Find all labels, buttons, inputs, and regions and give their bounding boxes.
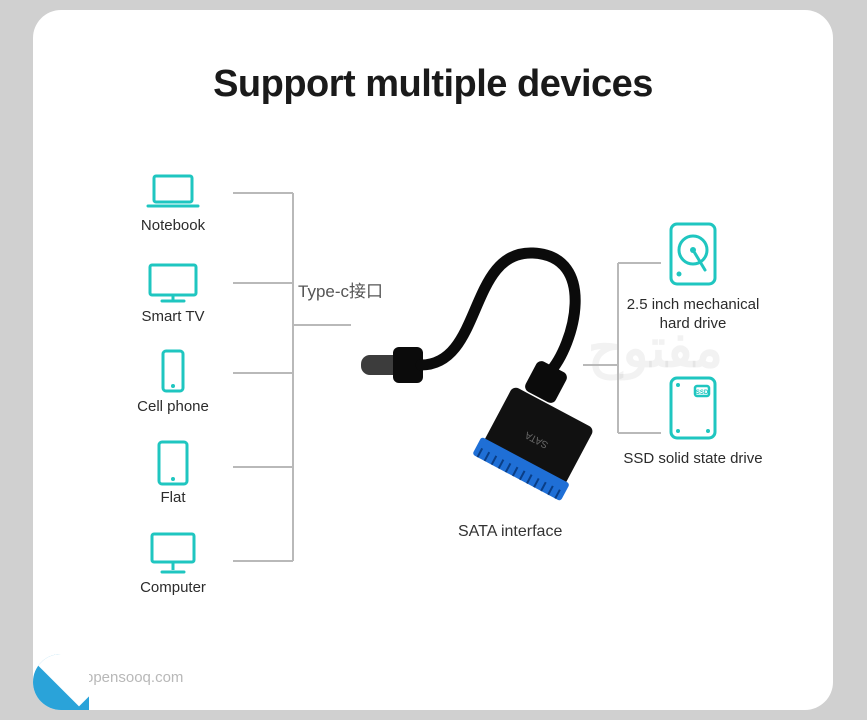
ssd-icon: SSD [663, 374, 723, 444]
device-flat: Flat [113, 442, 233, 507]
usb-c-plug-icon [361, 347, 423, 383]
device-label: Computer [140, 580, 206, 597]
drive-label: 2.5 inch mechanical hard drive [623, 296, 763, 334]
tv-icon [144, 261, 202, 305]
drive-ssd: SSD SSD solid state drive [623, 374, 763, 469]
image-frame: Support multiple devices مفتوح Notebook [33, 10, 833, 710]
device-cellphone: Cell phone [113, 351, 233, 416]
sata-connector-icon: SATA [472, 384, 598, 502]
footer-brand-text: opensooq.com [85, 669, 183, 686]
drive-label: SSD solid state drive [623, 450, 762, 469]
hdd-icon [663, 220, 723, 290]
cable-path [421, 253, 575, 373]
laptop-icon [144, 170, 202, 214]
device-label: Notebook [141, 218, 205, 235]
right-drives-column: 2.5 inch mechanical hard drive SSD SSD s… [623, 220, 763, 508]
infographic-content: Support multiple devices مفتوح Notebook [83, 55, 783, 640]
monitor-icon [144, 532, 202, 576]
device-computer: Computer [113, 532, 233, 597]
svg-text:SSD: SSD [696, 390, 709, 396]
drive-hdd: 2.5 inch mechanical hard drive [623, 220, 763, 334]
main-title: Support multiple devices [83, 63, 783, 106]
product-cable-illustration: SATA [353, 225, 613, 525]
device-label: Flat [160, 490, 185, 507]
left-connector-bracket [233, 175, 353, 605]
tablet-icon [144, 442, 202, 486]
device-label: Smart TV [141, 309, 204, 326]
corner-badge-icon [33, 654, 89, 710]
left-devices-column: Notebook Smart TV [113, 170, 233, 623]
device-notebook: Notebook [113, 170, 233, 235]
device-smarttv: Smart TV [113, 261, 233, 326]
device-label: Cell phone [137, 399, 209, 416]
phone-icon [144, 351, 202, 395]
sata-interface-label: SATA interface [458, 523, 562, 541]
